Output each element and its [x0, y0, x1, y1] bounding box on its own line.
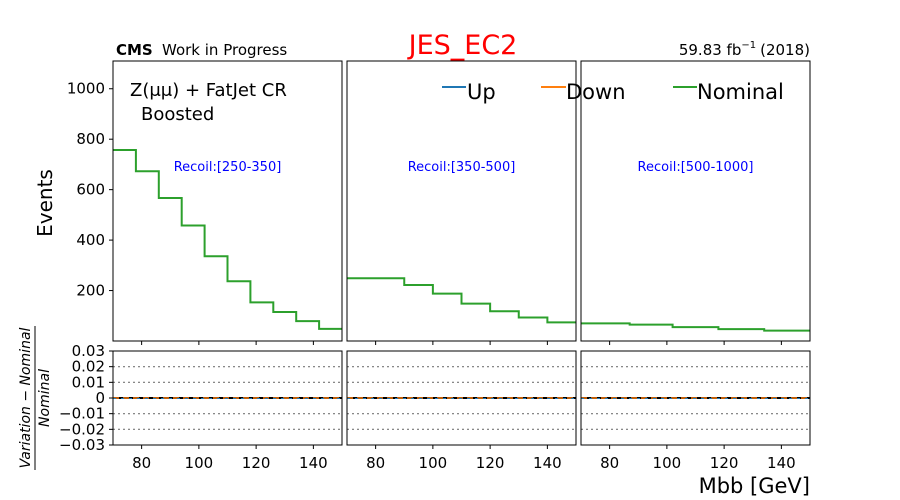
x-tick-label: 80 — [366, 454, 385, 472]
ratio-panel-frame — [580, 350, 811, 446]
x-tick-label: 140 — [533, 454, 562, 472]
legend-label-down: Down — [566, 80, 626, 104]
panel-3: Recoil:[500-1000] 80 100 120 140 — [580, 60, 811, 472]
panel-label: Recoil:[500-1000] — [638, 160, 754, 175]
x-tick-label: 80 — [132, 454, 151, 472]
x-tick-label: 120 — [710, 454, 739, 472]
x-tick-label: 120 — [476, 454, 505, 472]
y-tick-label-ratio: −0.02 — [59, 420, 105, 438]
histogram-nominal — [581, 322, 810, 332]
x-tick-label: 140 — [767, 454, 796, 472]
x-tick-label: 100 — [653, 454, 682, 472]
y-tick-label-main: 600 — [76, 181, 105, 199]
lumi-exponent: −1 — [741, 40, 756, 51]
lumi-value: 59.83 fb — [679, 41, 742, 59]
histogram-nominal — [347, 277, 576, 324]
main-panel-frame — [112, 60, 343, 342]
y-tick-label-ratio: −0.01 — [59, 405, 105, 423]
y-axis-label-ratio-denominator: Nominal — [37, 369, 53, 427]
main-panel-frame — [346, 60, 577, 342]
cms-sub-label: Work in Progress — [162, 41, 287, 59]
y-tick-label-ratio: 0.03 — [72, 342, 105, 360]
y-tick-label-main: 200 — [76, 282, 105, 300]
lumi-year: (2018) — [760, 41, 810, 59]
y-tick-label-ratio: −0.03 — [59, 436, 105, 454]
x-tick-label: 100 — [419, 454, 448, 472]
y-axis-label-ratio: Variation − Nominal Nominal — [18, 326, 53, 470]
chart-title: JES_EC2 — [407, 30, 518, 61]
panel-label: Recoil:[350-500] — [408, 160, 516, 175]
panel-2: Recoil:[350-500] 80 100 120 140 — [346, 60, 577, 472]
region-label-line2: Boosted — [141, 104, 214, 125]
legend: Up Down Nominal — [442, 80, 784, 104]
y-tick-label-ratio: 0.01 — [72, 373, 105, 391]
main-panel-frame — [580, 60, 811, 342]
region-label-line1: Z(μμ) + FatJet CR — [130, 80, 287, 101]
x-tick-label: 140 — [299, 454, 328, 472]
panel-1: Recoil:[250-350] 80 100 120 140 200 400 600 800 1… — [59, 60, 343, 472]
y-tick-label-ratio: 0 — [95, 389, 105, 407]
panel-label: Recoil:[250-350] — [174, 160, 282, 175]
histogram-nominal — [113, 149, 342, 330]
lumi-label: 59.83 fb−1 (2018) — [679, 40, 810, 59]
legend-label-up: Up — [467, 80, 496, 104]
ratio-panel-frame — [346, 350, 577, 446]
y-tick-label-main: 1000 — [67, 80, 105, 98]
y-tick-label-main: 400 — [76, 231, 105, 249]
cms-label: CMS — [116, 41, 153, 59]
legend-label-nominal: Nominal — [697, 80, 784, 104]
y-tick-label-ratio: 0.02 — [72, 358, 105, 376]
x-tick-label: 100 — [185, 454, 214, 472]
y-tick-label-main: 800 — [76, 130, 105, 148]
x-tick-label: 80 — [600, 454, 619, 472]
x-axis-label: Mbb [GeV] — [699, 474, 810, 498]
x-tick-label: 120 — [242, 454, 271, 472]
y-axis-label-main: Events — [33, 169, 57, 237]
panels: Recoil:[250-350]80 100 120 1402004006008001… — [59, 60, 811, 472]
y-axis-label-ratio-numerator: Variation − Nominal — [18, 327, 34, 468]
